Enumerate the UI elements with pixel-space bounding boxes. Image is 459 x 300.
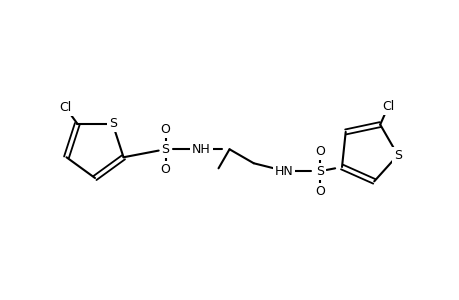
Text: O: O <box>160 163 170 176</box>
Text: Cl: Cl <box>381 100 394 113</box>
Text: O: O <box>160 123 170 136</box>
Text: O: O <box>314 145 324 158</box>
Text: NH: NH <box>192 143 210 156</box>
Text: S: S <box>161 143 169 156</box>
Text: S: S <box>108 117 117 130</box>
Text: S: S <box>393 148 401 162</box>
Text: HN: HN <box>274 165 292 178</box>
Text: Cl: Cl <box>59 101 72 114</box>
Text: S: S <box>315 165 323 178</box>
Text: O: O <box>314 185 324 198</box>
